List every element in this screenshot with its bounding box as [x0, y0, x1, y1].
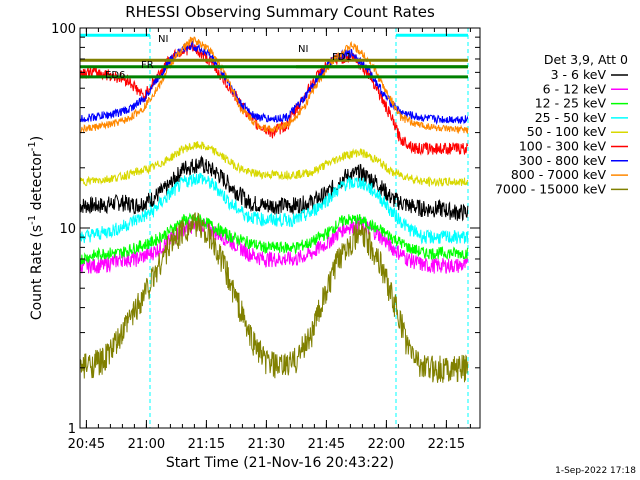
legend-label-2: 12 - 25 keV — [535, 96, 607, 111]
flag-label-4: ED6 — [105, 70, 125, 81]
series-line-8 — [79, 212, 469, 383]
legend-label-1: 6 - 12 keV — [543, 81, 607, 96]
x-tick-label-0: 20:45 — [68, 437, 105, 452]
series-line-6 — [79, 40, 469, 126]
x-tick-label-3: 21:30 — [248, 437, 285, 452]
series-line-2 — [79, 212, 469, 265]
series-line-4 — [79, 141, 469, 188]
y-axis-label-rest: detector — [29, 151, 45, 215]
flag-label-3: FR — [141, 60, 154, 71]
series-line-3 — [79, 172, 469, 245]
x-tick-label-4: 21:45 — [308, 437, 345, 452]
flag-label-0: NI — [158, 34, 168, 45]
legend-label-5: 100 - 300 keV — [519, 139, 607, 154]
plot-area — [79, 28, 469, 428]
x-tick-label-5: 22:00 — [368, 437, 405, 452]
series-line-1 — [79, 217, 469, 274]
y-axis-label-sup: -1 — [27, 215, 38, 225]
legend-label-0: 3 - 6 keV — [551, 67, 607, 82]
y-axis-label-main: Count Rate (s — [29, 225, 45, 320]
timestamp: 1-Sep-2022 17:18 — [555, 466, 636, 476]
x-tick-label-1: 21:00 — [128, 437, 165, 452]
legend-label-8: 7000 - 15000 keV — [495, 181, 606, 196]
legend-title: Det 3,9, Att 0 — [544, 52, 628, 67]
series-line-0 — [79, 155, 469, 222]
y-tick-label-1: 10 — [59, 222, 76, 237]
flag-labels: NI NI FD1 FR ED6 — [105, 34, 352, 81]
y-axis-label: Count Rate (s-1 detector-1) — [27, 136, 45, 320]
series-line-7 — [79, 36, 469, 134]
x-tick-label-2: 21:15 — [188, 437, 225, 452]
legend-label-4: 50 - 100 keV — [527, 124, 607, 139]
y-tick-labels: 1 10 100 — [51, 22, 76, 437]
flag-label-1: NI — [298, 44, 308, 55]
y-tick-label-0: 1 — [68, 422, 76, 437]
x-tick-label-6: 22:15 — [428, 437, 465, 452]
legend-label-6: 300 - 800 keV — [519, 153, 607, 168]
y-axis-label-end: ) — [29, 136, 45, 141]
flag-label-2: FD1 — [332, 52, 352, 63]
axis-ticks — [80, 27, 480, 429]
legend-label-7: 800 - 7000 keV — [511, 167, 607, 182]
y-axis-label-sup-2: -1 — [27, 141, 38, 151]
legend-label-3: 25 - 50 keV — [535, 110, 607, 125]
chart-title: RHESSI Observing Summary Count Rates — [125, 3, 435, 21]
x-axis-label: Start Time (21-Nov-16 20:43:22) — [166, 455, 394, 471]
y-tick-label-2: 100 — [51, 22, 76, 37]
x-tick-labels: 20:45 21:00 21:15 21:30 21:45 22:00 22:15 — [68, 437, 465, 452]
